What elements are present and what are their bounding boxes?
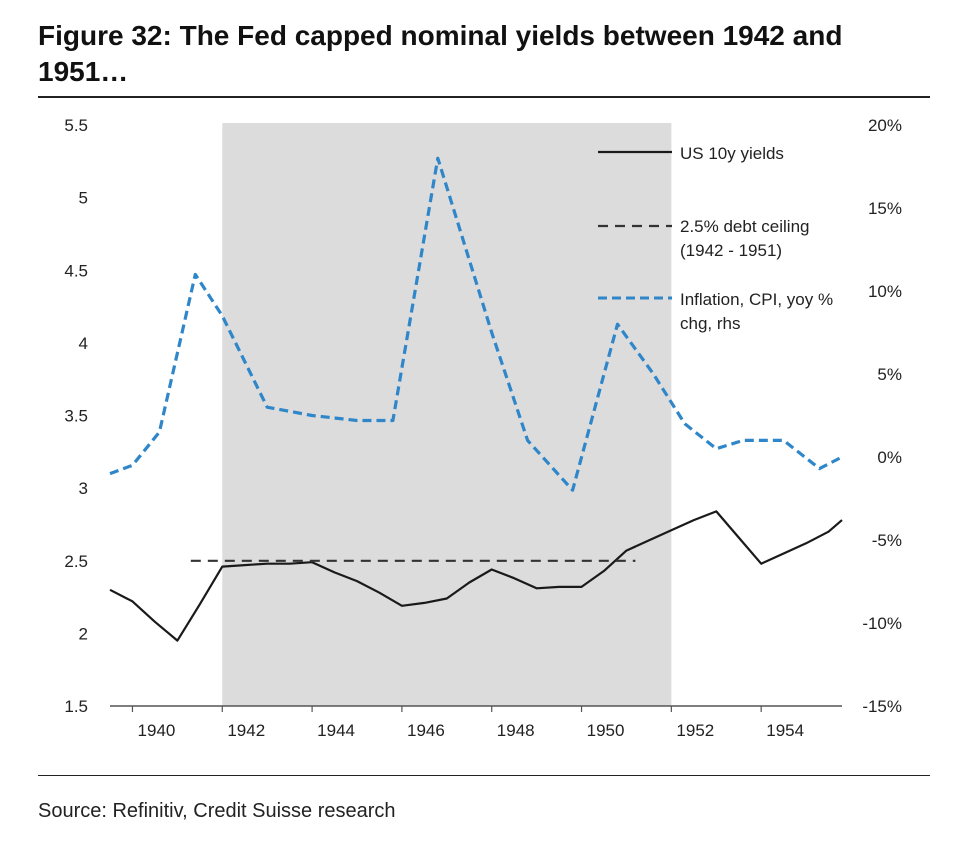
y-right-tick-label: 5% xyxy=(877,365,902,384)
y-left-tick-label: 2 xyxy=(79,624,88,643)
y-right-tick-label: -10% xyxy=(862,614,902,633)
x-tick-label: 1942 xyxy=(227,721,265,740)
x-tick-label: 1946 xyxy=(407,721,445,740)
chart-title: Figure 32: The Fed capped nominal yields… xyxy=(38,20,843,87)
y-right-tick-label: 10% xyxy=(868,282,902,301)
y-left-tick-label: 5 xyxy=(79,189,88,208)
y-right-tick-label: 20% xyxy=(868,116,902,135)
line-chart: 1940 1942 1944 1946 1948 1950 1952 1954 5.5 5 4.5 4… xyxy=(64,116,902,740)
x-tick-label: 1954 xyxy=(766,721,804,740)
title-divider xyxy=(38,96,930,98)
y-left-tick-label: 4 xyxy=(79,334,88,353)
y-left-tick-label: 4.5 xyxy=(64,261,88,280)
legend-label-yields: US 10y yields xyxy=(680,144,784,163)
y-left-tick-label: 1.5 xyxy=(64,697,88,716)
x-tick-label: 1940 xyxy=(138,721,176,740)
y-right-tick-label: -5% xyxy=(872,531,902,550)
inflation-line xyxy=(109,156,843,492)
footer-divider xyxy=(38,775,930,776)
y-right-tick-label: 0% xyxy=(877,448,902,467)
shaded-period xyxy=(222,123,672,706)
y-right-tick-label: -15% xyxy=(862,697,902,716)
legend-label-ceiling: 2.5% debt ceiling (1942 - 1951) xyxy=(680,217,814,260)
source-note: Source: Refinitiv, Credit Suisse researc… xyxy=(38,800,396,822)
yields-line xyxy=(109,510,843,642)
y-left-tick-label: 5.5 xyxy=(64,116,88,135)
y-left-tick-label: 2.5 xyxy=(64,552,88,571)
y-left-tick-label: 3 xyxy=(79,479,88,498)
y-left-tick-label: 3.5 xyxy=(64,407,88,426)
x-tick-label: 1950 xyxy=(587,721,625,740)
x-tick-label: 1948 xyxy=(497,721,535,740)
legend-label-inflation: Inflation, CPI, yoy % chg, rhs xyxy=(680,290,838,333)
x-tick-label: 1944 xyxy=(317,721,355,740)
y-right-tick-label: 15% xyxy=(868,199,902,218)
x-tick-label: 1952 xyxy=(676,721,714,740)
